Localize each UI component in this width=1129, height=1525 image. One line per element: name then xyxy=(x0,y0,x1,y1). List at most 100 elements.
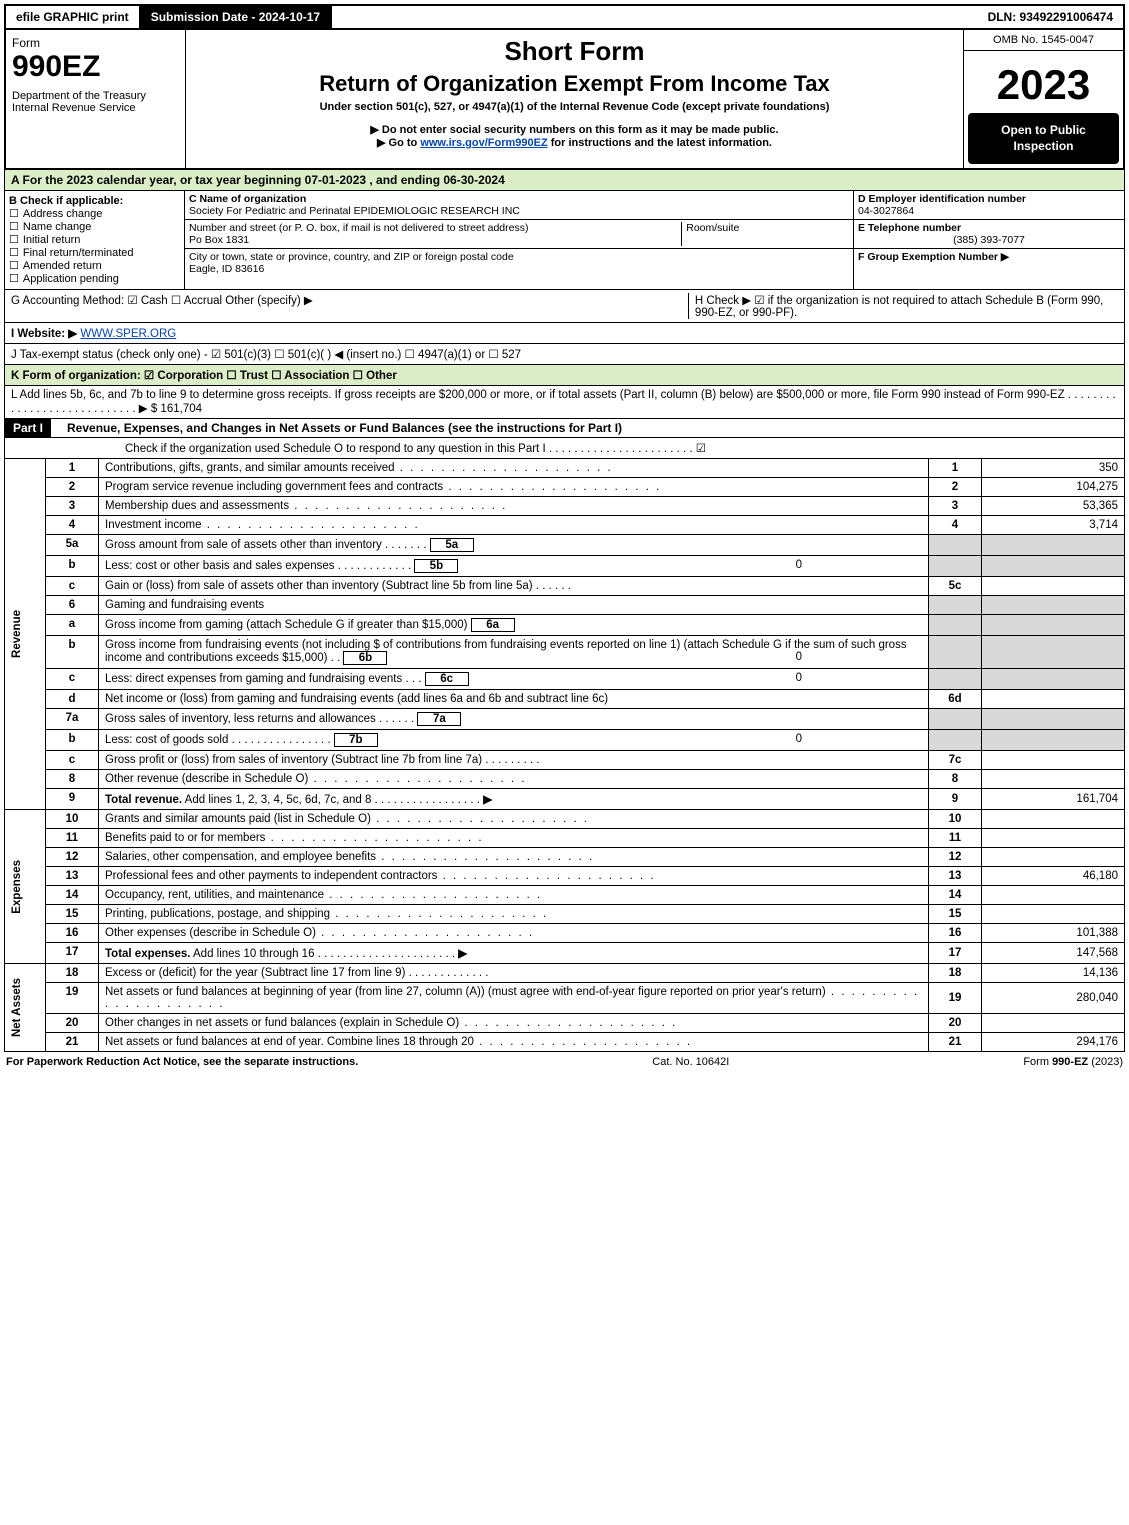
k-form-org: K Form of organization: ☑ Corporation ☐ … xyxy=(4,365,1125,386)
form-number: 990EZ xyxy=(12,50,179,84)
part1-title: Revenue, Expenses, and Changes in Net As… xyxy=(61,419,1124,437)
row-4-val: 3,714 xyxy=(982,516,1125,535)
row-2-text: Program service revenue including govern… xyxy=(99,478,929,497)
row-8-text: Other revenue (describe in Schedule O) xyxy=(99,770,929,789)
dln-label: DLN: 93492291006474 xyxy=(978,6,1123,28)
row-10-text: Grants and similar amounts paid (list in… xyxy=(99,810,929,829)
subtitle: Under section 501(c), 527, or 4947(a)(1)… xyxy=(192,101,957,113)
row-6b-text: Gross income from fundraising events (no… xyxy=(99,636,929,669)
row-11-val xyxy=(982,829,1125,848)
row-16-text: Other expenses (describe in Schedule O) xyxy=(99,924,929,943)
note-ssn: ▶ Do not enter social security numbers o… xyxy=(192,123,957,136)
row-13-text: Professional fees and other payments to … xyxy=(99,867,929,886)
row-18-text: Excess or (deficit) for the year (Subtra… xyxy=(99,964,929,983)
city-label: City or town, state or province, country… xyxy=(189,251,514,263)
form-header: Form 990EZ Department of the Treasury In… xyxy=(4,30,1125,170)
i-website-label: I Website: ▶ xyxy=(11,328,77,340)
row-10-val xyxy=(982,810,1125,829)
chk-name-change[interactable]: Name change xyxy=(9,220,180,233)
row-8-val xyxy=(982,770,1125,789)
row-14-text: Occupancy, rent, utilities, and maintena… xyxy=(99,886,929,905)
part1-header-row: Part I Revenue, Expenses, and Changes in… xyxy=(4,419,1125,438)
note-goto: ▶ Go to www.irs.gov/Form990EZ for instru… xyxy=(192,136,957,149)
row-9-text: Total revenue. Add lines 1, 2, 3, 4, 5c,… xyxy=(99,789,929,810)
j-tax-exempt: J Tax-exempt status (check only one) - ☑… xyxy=(4,344,1125,365)
row-6-text: Gaming and fundraising events xyxy=(99,596,929,615)
d-label: D Employer identification number xyxy=(858,193,1026,205)
row-2-val: 104,275 xyxy=(982,478,1125,497)
chk-initial-return[interactable]: Initial return xyxy=(9,233,180,246)
section-b-checks: B Check if applicable: Address change Na… xyxy=(5,191,185,289)
side-revenue: Revenue xyxy=(11,610,23,658)
row-7c-val xyxy=(982,751,1125,770)
row-5b-text: Less: cost or other basis and sales expe… xyxy=(99,556,929,577)
footer: For Paperwork Reduction Act Notice, see … xyxy=(4,1052,1125,1072)
row-6d-val xyxy=(982,690,1125,709)
row-20-text: Other changes in net assets or fund bala… xyxy=(99,1014,929,1033)
row-20-val xyxy=(982,1014,1125,1033)
g-accounting: G Accounting Method: ☑ Cash ☐ Accrual Ot… xyxy=(11,293,688,319)
city-value: Eagle, ID 83616 xyxy=(189,263,264,275)
row-17-val: 147,568 xyxy=(982,943,1125,964)
chk-amended-return[interactable]: Amended return xyxy=(9,259,180,272)
room-label: Room/suite xyxy=(686,222,739,234)
efile-print-button[interactable]: efile GRAPHIC print xyxy=(6,6,141,28)
row-6a-text: Gross income from gaming (attach Schedul… xyxy=(99,615,929,636)
row-13-val: 46,180 xyxy=(982,867,1125,886)
row-3-text: Membership dues and assessments xyxy=(99,497,929,516)
street-value: Po Box 1831 xyxy=(189,234,249,246)
main-title: Return of Organization Exempt From Incom… xyxy=(192,71,957,97)
e-label: E Telephone number xyxy=(858,222,961,234)
part1-badge: Part I xyxy=(5,419,51,437)
street-label: Number and street (or P. O. box, if mail… xyxy=(189,222,528,234)
omb-number: OMB No. 1545-0047 xyxy=(964,30,1123,51)
row-6c-text: Less: direct expenses from gaming and fu… xyxy=(99,669,929,690)
row-18-val: 14,136 xyxy=(982,964,1125,983)
row-19-val: 280,040 xyxy=(982,983,1125,1014)
chk-address-change[interactable]: Address change xyxy=(9,207,180,220)
c-name-label: C Name of organization xyxy=(189,193,306,205)
row-7a-text: Gross sales of inventory, less returns a… xyxy=(99,709,929,730)
footer-left: For Paperwork Reduction Act Notice, see … xyxy=(6,1056,358,1068)
row-11-text: Benefits paid to or for members xyxy=(99,829,929,848)
l-gross-receipts: L Add lines 5b, 6c, and 7b to line 9 to … xyxy=(4,386,1125,419)
chk-final-return[interactable]: Final return/terminated xyxy=(9,246,180,259)
row-16-val: 101,388 xyxy=(982,924,1125,943)
irs-link[interactable]: www.irs.gov/Form990EZ xyxy=(420,137,547,149)
row-1-val: 350 xyxy=(982,459,1125,478)
section-a-period: A For the 2023 calendar year, or tax yea… xyxy=(4,170,1125,191)
part1-check-line: Check if the organization used Schedule … xyxy=(4,438,1125,459)
org-name: Society For Pediatric and Perinatal EPID… xyxy=(189,205,520,217)
row-21-val: 294,176 xyxy=(982,1033,1125,1052)
side-expenses: Expenses xyxy=(11,860,23,914)
chk-application-pending[interactable]: Application pending xyxy=(9,272,180,285)
side-netassets: Net Assets xyxy=(11,978,23,1037)
open-public-box: Open to Public Inspection xyxy=(968,113,1119,164)
row-1-text: Contributions, gifts, grants, and simila… xyxy=(99,459,929,478)
row-3-val: 53,365 xyxy=(982,497,1125,516)
row-9-val: 161,704 xyxy=(982,789,1125,810)
row-12-val xyxy=(982,848,1125,867)
department-label: Department of the Treasury Internal Reve… xyxy=(12,90,179,114)
footer-right: Form 990-EZ (2023) xyxy=(1023,1056,1123,1068)
form-label: Form xyxy=(12,36,179,50)
website-link[interactable]: WWW.SPER.ORG xyxy=(80,328,176,340)
ein-value: 04-3027864 xyxy=(858,205,914,217)
submission-date-label: Submission Date - 2024-10-17 xyxy=(141,6,332,28)
part1-table: Revenue 1 Contributions, gifts, grants, … xyxy=(4,459,1125,1052)
b-label: B Check if applicable: xyxy=(9,195,180,207)
h-schedule-b: H Check ▶ ☑ if the organization is not r… xyxy=(688,293,1118,319)
row-19-text: Net assets or fund balances at beginning… xyxy=(99,983,929,1014)
row-7b-text: Less: cost of goods sold . . . . . . . .… xyxy=(99,730,929,751)
row-17-text: Total expenses. Add lines 10 through 16 … xyxy=(99,943,929,964)
f-label: F Group Exemption Number ▶ xyxy=(858,251,1009,263)
row-12-text: Salaries, other compensation, and employ… xyxy=(99,848,929,867)
phone-value: (385) 393-7077 xyxy=(858,234,1120,246)
org-info-grid: B Check if applicable: Address change Na… xyxy=(4,191,1125,290)
row-5c-text: Gain or (loss) from sale of assets other… xyxy=(99,577,929,596)
row-15-text: Printing, publications, postage, and shi… xyxy=(99,905,929,924)
row-14-val xyxy=(982,886,1125,905)
row-15-val xyxy=(982,905,1125,924)
row-4-text: Investment income xyxy=(99,516,929,535)
row-5c-val xyxy=(982,577,1125,596)
